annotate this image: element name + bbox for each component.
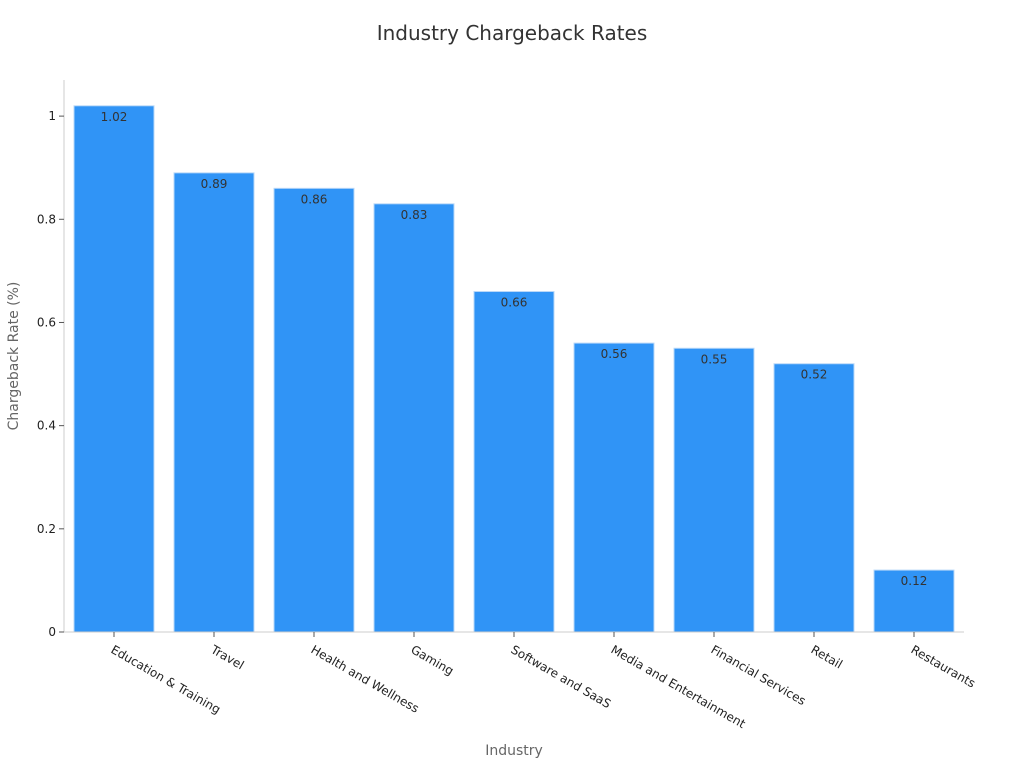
y-tick-label: 0.2 <box>37 522 56 536</box>
x-tick-label: Education & Training <box>109 642 223 716</box>
data-label: 0.86 <box>301 192 328 206</box>
bar <box>173 172 255 633</box>
y-tick-label: 0.4 <box>37 419 56 433</box>
data-label: 0.55 <box>701 352 728 366</box>
data-label: 0.66 <box>501 296 528 310</box>
x-tick-label: Financial Services <box>709 642 809 708</box>
bar <box>473 291 555 633</box>
data-label: 0.56 <box>601 347 628 361</box>
x-tick-label: Retail <box>809 642 845 671</box>
data-label: 0.83 <box>401 208 428 222</box>
data-labels-group: 1.02 0.89 0.86 0.83 0.66 0.56 0.55 0.52 0.12 <box>101 110 928 588</box>
y-tick-label: 0 <box>48 625 56 639</box>
data-label: 0.89 <box>201 177 228 191</box>
y-ticks-group: 0 0.2 0.4 0.6 0.8 1 <box>37 109 64 639</box>
bar <box>673 347 755 633</box>
x-tick-label: Health and Wellness <box>309 642 422 715</box>
bar <box>373 203 455 633</box>
bar <box>573 342 655 633</box>
bar <box>773 363 855 633</box>
chart-title: Industry Chargeback Rates <box>377 21 648 45</box>
x-tick-label: Gaming <box>409 642 457 678</box>
data-label: 0.52 <box>801 368 828 382</box>
y-tick-label: 0.6 <box>37 315 56 329</box>
x-tick-label: Restaurants <box>909 642 978 690</box>
y-tick-label: 1 <box>48 109 56 123</box>
x-tick-label: Software and SaaS <box>509 642 614 711</box>
bars-group <box>73 105 955 633</box>
bar <box>273 187 355 633</box>
y-tick-label: 0.8 <box>37 212 56 226</box>
data-label: 1.02 <box>101 110 128 124</box>
data-label: 0.12 <box>901 574 928 588</box>
x-tick-label: Travel <box>208 642 247 672</box>
x-axis-title: Industry <box>485 743 543 759</box>
bar <box>73 105 155 633</box>
y-axis-title: Chargeback Rate (%) <box>6 282 22 431</box>
